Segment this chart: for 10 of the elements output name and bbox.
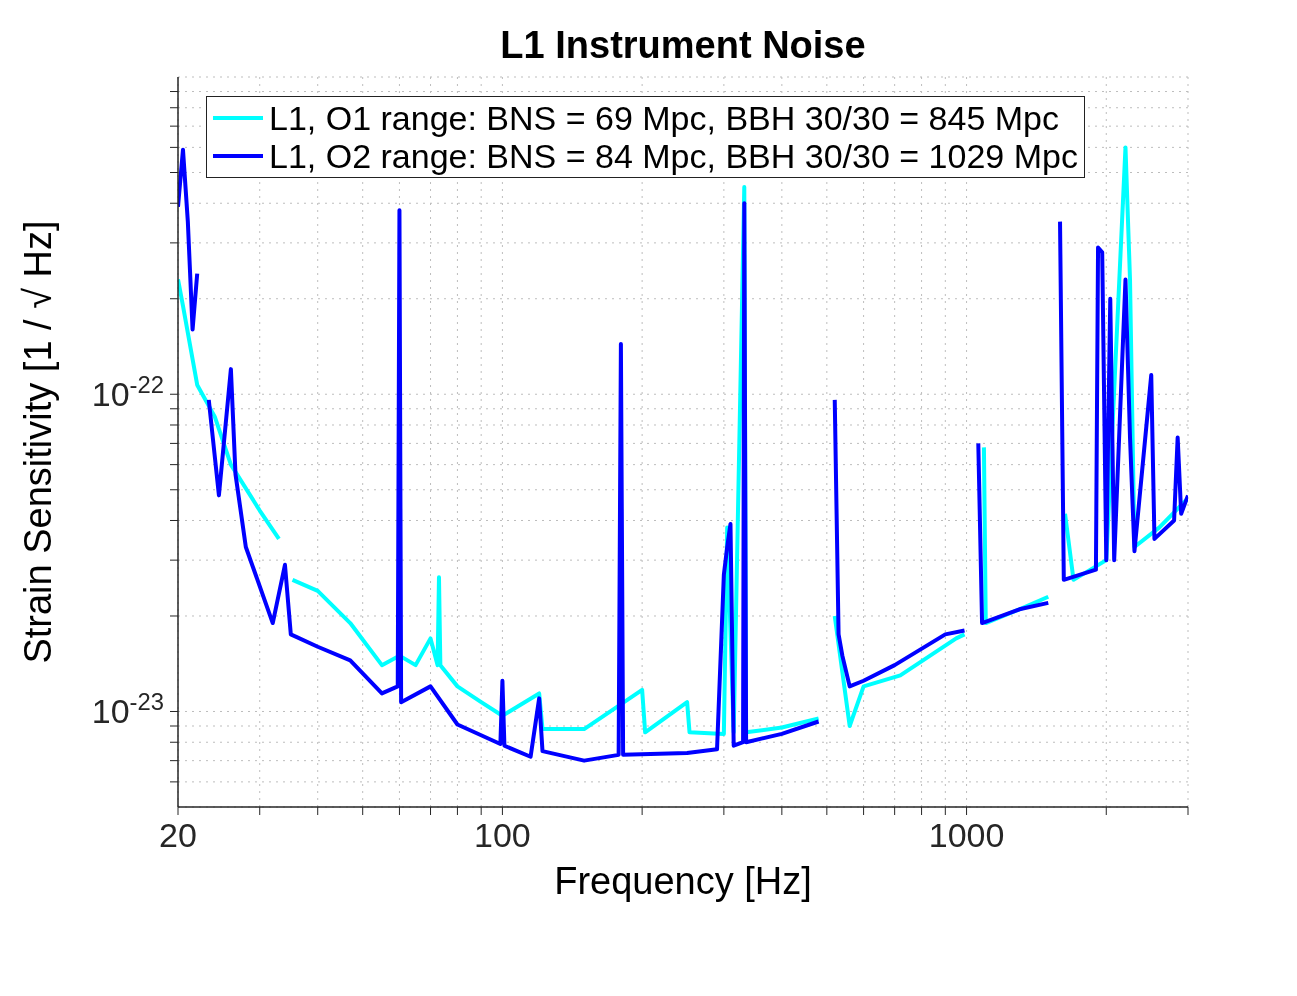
y-tick-label: 10$^{-23}$ [91, 688, 164, 731]
legend-label: L1, O1 range: BNS = 69 Mpc, BBH 30/30 = 845 Mpc [269, 99, 1060, 137]
x-tick-label: 20 [159, 816, 197, 854]
x-tick-label: 1000 [928, 816, 1005, 854]
y-tick-label: 10$^{-22}$ [91, 370, 164, 414]
x-tick-label: 100 [474, 816, 531, 854]
legend-label: L1, O2 range: BNS = 84 Mpc, BBH 30/30 = 1029 Mpc [269, 137, 1078, 175]
y-axis-title: Strain Sensitivity [1 / √ Hz] [17, 220, 60, 664]
x-axis-title: Frequency [Hz] [554, 860, 812, 902]
chart-title: L1 Instrument Noise [499, 24, 867, 67]
